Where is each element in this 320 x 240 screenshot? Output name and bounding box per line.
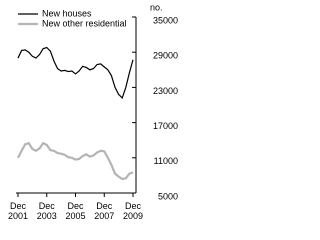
legend-label: New houses — [42, 8, 92, 18]
y-tick-label: 5000 — [158, 191, 178, 201]
x-tick-label: Dec 2001 — [8, 201, 28, 221]
line-series — [17, 141, 134, 181]
y-tick-label: 29000 — [153, 51, 178, 61]
y-tick-label: 11000 — [154, 156, 178, 166]
y-tick-label: 17000 — [153, 121, 178, 131]
legend-label: New other residential — [42, 18, 127, 28]
line-series — [17, 46, 134, 100]
x-tick-label: Dec 2003 — [37, 201, 57, 221]
x-tick-label: Dec 2007 — [94, 201, 114, 221]
y-axis-label: no. — [150, 2, 163, 12]
x-tick-label: Dec 2009 — [123, 201, 143, 221]
y-tick-label: 35000 — [153, 15, 178, 25]
y-tick-label: 23000 — [153, 86, 178, 96]
x-tick-label: Dec 2005 — [65, 201, 85, 221]
chart: no. 5000 11000 17000 23000 29000 35000 Dec 2001… — [8, 2, 178, 221]
